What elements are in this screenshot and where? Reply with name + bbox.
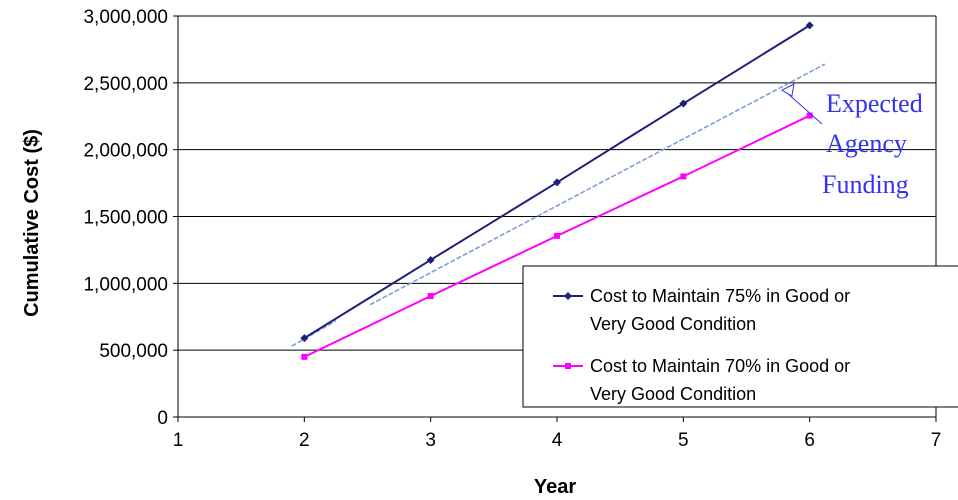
x-tick-label: 7 bbox=[931, 430, 942, 451]
y-tick-label: 1,500,000 bbox=[83, 208, 168, 229]
y-tick-label: 500,000 bbox=[99, 341, 168, 362]
trendline-segment bbox=[369, 63, 826, 306]
annotation-text: Agency bbox=[826, 129, 907, 158]
data-point bbox=[426, 255, 435, 264]
y-tick-label: 2,000,000 bbox=[83, 141, 168, 162]
legend-swatch-marker bbox=[564, 292, 572, 300]
legend-label: Cost to Maintain 70% in Good or bbox=[590, 356, 850, 376]
data-point bbox=[554, 232, 560, 239]
annotation-arrow-head bbox=[780, 83, 795, 97]
data-point bbox=[427, 293, 434, 300]
legend-box bbox=[522, 265, 958, 408]
x-tick-label: 2 bbox=[299, 430, 310, 451]
annotation-expected-agency-funding: Expected Agency Funding bbox=[780, 83, 923, 199]
legend-label: Very Good Condition bbox=[590, 384, 756, 404]
y-axis-ticks: 0 500,000 1,000,000 1,500,000 2,000,000 2,500… bbox=[83, 7, 178, 429]
trendline-segment bbox=[291, 320, 337, 347]
x-tick-label: 3 bbox=[425, 430, 436, 451]
x-axis-ticks: 1 2 3 4 5 6 7 bbox=[173, 417, 942, 451]
series-1 bbox=[300, 21, 814, 343]
data-point bbox=[679, 99, 688, 108]
x-axis-title: Year bbox=[534, 476, 576, 498]
x-tick-label: 5 bbox=[678, 430, 689, 451]
series-layer bbox=[300, 21, 814, 360]
trendline bbox=[291, 63, 826, 347]
legend: Cost to Maintain 75% in Good or Very Good… bbox=[522, 265, 958, 408]
annotation-text: Funding bbox=[822, 170, 909, 199]
data-point bbox=[805, 21, 814, 30]
series-2 bbox=[301, 112, 813, 360]
data-point bbox=[301, 353, 308, 360]
data-point bbox=[806, 112, 813, 119]
y-tick-label: 1,000,000 bbox=[83, 274, 168, 295]
y-axis-title: Cumulative Cost ($) bbox=[21, 129, 43, 317]
data-point bbox=[680, 173, 687, 180]
y-tick-label: 0 bbox=[157, 408, 168, 429]
y-tick-label: 3,000,000 bbox=[83, 7, 168, 28]
legend-label: Very Good Condition bbox=[590, 314, 756, 334]
annotation-text: Expected bbox=[826, 89, 923, 118]
y-tick-label: 2,500,000 bbox=[83, 74, 168, 95]
x-tick-label: 4 bbox=[552, 430, 563, 451]
data-point bbox=[300, 334, 309, 343]
x-tick-label: 1 bbox=[173, 430, 184, 451]
data-point bbox=[553, 178, 561, 187]
x-tick-label: 6 bbox=[804, 430, 815, 451]
legend-label: Cost to Maintain 75% in Good or bbox=[590, 286, 850, 306]
annotation-arrow-line bbox=[783, 89, 823, 125]
legend-swatch-marker bbox=[565, 363, 571, 369]
